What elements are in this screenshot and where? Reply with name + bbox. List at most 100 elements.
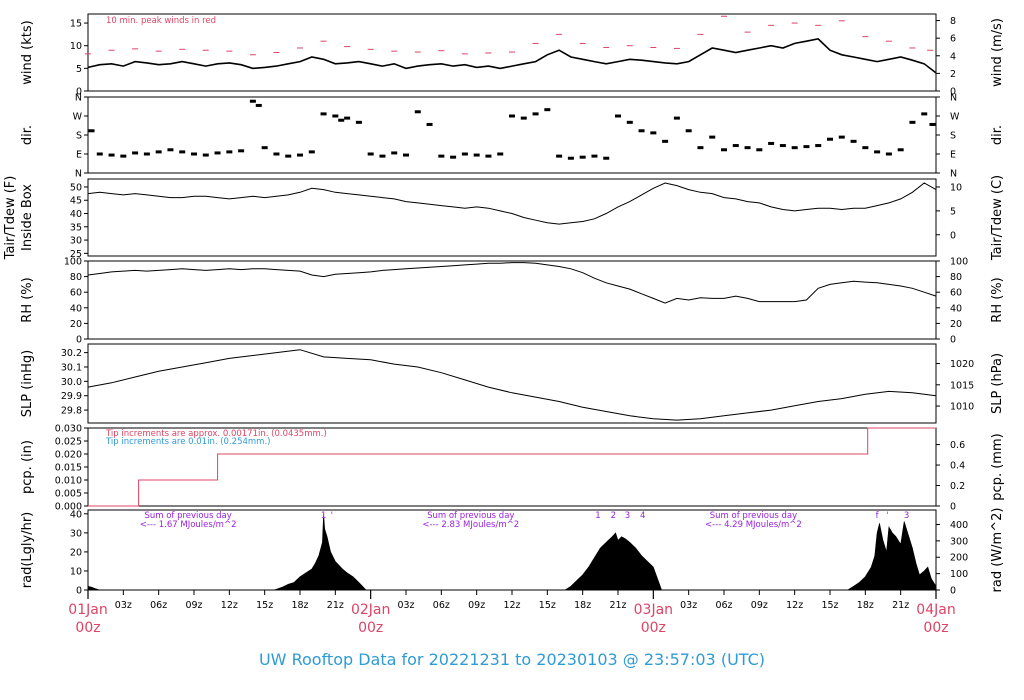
rh-right-tick-label: 0 xyxy=(950,335,956,346)
temp-left-tick-label: 25 xyxy=(70,249,82,260)
pcp-left-tick-label: 0.030 xyxy=(55,424,82,435)
wind-right-tick-label: 0 xyxy=(950,87,956,98)
time-tick-label: 12z xyxy=(786,600,803,611)
time-tick-label: 06z xyxy=(715,600,732,611)
slp-frame xyxy=(87,343,937,424)
dir-series-0-dir-point xyxy=(255,103,262,107)
dir-series-0-dir-point xyxy=(744,146,751,150)
dir-series-0-dir-point xyxy=(332,114,339,118)
dir-series-0-dir-point xyxy=(556,154,563,158)
temp-left-tick-label: 30 xyxy=(70,236,82,247)
dir-series-0-dir-point xyxy=(473,153,480,157)
rad-mark-label: 1 xyxy=(595,511,600,521)
rh-ylabel-left: RH (%) xyxy=(20,277,35,322)
rad-left-tick-label: 0 xyxy=(76,586,82,597)
time-tick-label: 06z xyxy=(433,600,450,611)
dir-series-0-dir-point xyxy=(768,141,775,145)
temp-left-tick-label: 50 xyxy=(70,182,82,193)
dir-ylabel-right: dir. xyxy=(990,125,1005,145)
rh-series-0-line xyxy=(87,262,937,304)
dir-series-0-dir-point xyxy=(155,150,162,154)
slp-left-tick-label: 30.0 xyxy=(61,377,82,388)
slp-left-tick-label: 29.8 xyxy=(61,406,82,417)
dir-series-0-dir-point xyxy=(297,153,303,157)
date-tick-sublabel: 00z xyxy=(923,620,948,636)
rad-right-tick-label: 200 xyxy=(950,553,968,564)
time-tick-label: 15z xyxy=(539,600,556,611)
time-tick-label: 12z xyxy=(503,600,520,611)
dir-series-0-dir-point xyxy=(697,146,704,150)
time-tick-label: 18z xyxy=(574,600,591,611)
temp-ylabel-right: Tair/Tdew (C) xyxy=(990,175,1005,261)
time-tick-label: 09z xyxy=(468,600,485,611)
wind-right-tick-label: 6 xyxy=(950,34,956,45)
dir-series-0-dir-point xyxy=(143,152,150,156)
dir-series-0-dir-point xyxy=(88,129,95,133)
dir-series-0-dir-point xyxy=(756,148,763,152)
rad-mark-label: f xyxy=(876,511,880,521)
dir-series-0-dir-point xyxy=(685,129,692,133)
time-tick-label: 03z xyxy=(680,600,697,611)
dir-frame xyxy=(87,96,937,174)
dir-right-tick-label: N xyxy=(950,93,957,104)
dir-series-0-dir-point xyxy=(721,148,727,152)
time-tick-label: 21z xyxy=(609,600,626,611)
wind-left-tick-label: 15 xyxy=(70,19,82,30)
slp-right-tick-label: 1020 xyxy=(950,359,974,370)
dir-series-0-dir-point xyxy=(338,118,345,122)
dir-left-tick-label: N xyxy=(75,169,82,180)
wind-annotation: 10 min. peak winds in red xyxy=(106,16,216,26)
rad-left-tick-label: 40 xyxy=(70,509,82,520)
dir-series-0-dir-point xyxy=(827,137,833,141)
dir-series-0-dir-point xyxy=(603,156,610,160)
dir-series-0-dir-point xyxy=(929,122,936,126)
dir-right-tick-label: S xyxy=(950,131,956,142)
rh-right-tick-label: 20 xyxy=(950,319,962,330)
pcp-left-tick-label: 0.000 xyxy=(55,502,82,513)
dir-right-tick-label: E xyxy=(950,150,956,161)
dir-series-0-dir-point xyxy=(226,150,233,154)
dir-series-0-dir-point xyxy=(791,146,798,150)
dir-series-0-dir-point xyxy=(509,114,515,118)
slp-left-tick-label: 30.1 xyxy=(61,362,82,373)
dir-series-0-dir-point xyxy=(202,153,209,157)
time-tick-label: 03z xyxy=(397,600,414,611)
rh-left-tick-label: 60 xyxy=(70,288,82,299)
date-tick-label: 01Jan xyxy=(68,602,107,618)
rad-right-tick-label: 300 xyxy=(950,536,968,547)
wind-right-tick-label: 4 xyxy=(950,51,956,62)
dir-series-0-dir-point xyxy=(403,153,409,157)
wind-right-tick-label: 2 xyxy=(950,69,956,80)
dir-series-0-dir-point xyxy=(815,144,822,148)
temp-left-tick-label: 40 xyxy=(70,209,82,220)
rad-mark-label: 3 xyxy=(904,511,909,521)
pcp-right-tick-label: 0.6 xyxy=(950,440,965,451)
dir-series-0-dir-point xyxy=(379,154,386,158)
rh-left-tick-label: 80 xyxy=(70,272,82,283)
dir-right-tick-label: W xyxy=(950,112,960,123)
slp-right-tick-label: 1010 xyxy=(950,402,974,413)
wind-ylabel-right: wind (m/s) xyxy=(990,18,1005,87)
pcp-annotation: Tip increments are 0.01in. (0.254mm.) xyxy=(105,437,270,447)
rad-left-tick-label: 30 xyxy=(70,528,82,539)
wind-frame xyxy=(87,13,937,92)
temp-ylabel-left: Inside Box xyxy=(20,184,35,251)
dir-series-0-dir-point xyxy=(497,152,504,156)
dir-left-tick-label: N xyxy=(75,93,82,104)
rad-sum-value: <--- 1.67 MJoules/m^2 xyxy=(140,520,237,530)
temp-right-tick-label: 10 xyxy=(950,182,962,193)
dir-left-tick-label: W xyxy=(73,112,83,123)
dir-series-0-dir-point xyxy=(450,155,457,159)
rad-mark-label: 1 xyxy=(321,511,326,521)
panel-wind: 0 5 10 15 0 2 4 6 8 wind (kts) wind (m/s) 10 min. p… xyxy=(20,13,1005,98)
rad-mark-label: ' xyxy=(331,511,333,521)
rad-right-tick-label: 0 xyxy=(950,586,956,597)
dir-series-0-dir-point xyxy=(921,112,928,116)
temp-left-tick-label: 45 xyxy=(70,196,82,207)
dir-series-0-dir-point xyxy=(132,151,139,155)
dir-series-0-dir-point xyxy=(862,146,869,150)
